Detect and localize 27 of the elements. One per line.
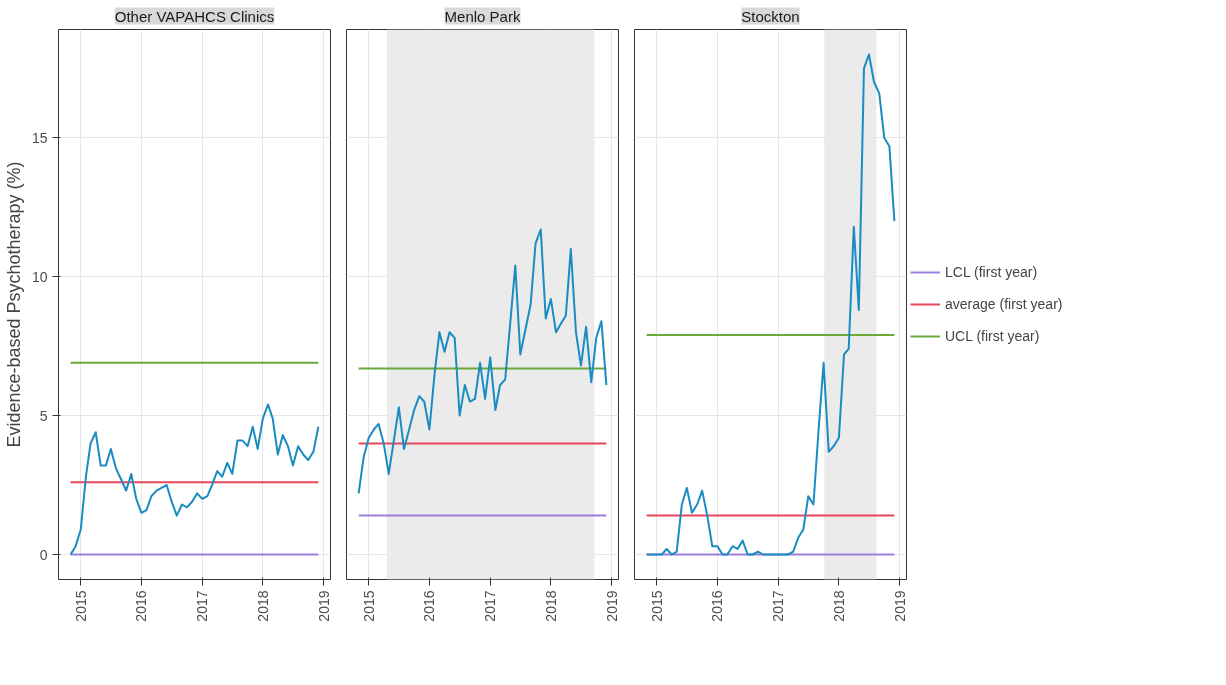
y-axis-title: Evidence-based Psychotherapy (%) (3, 161, 24, 448)
x-tick-label: 2015 (648, 590, 665, 622)
y-tick-label: 5 (39, 407, 48, 424)
x-tick-label: 2016 (133, 590, 150, 622)
y-tick-label: 15 (31, 129, 48, 146)
x-tick-label: 2017 (194, 590, 211, 622)
y-tick-label: 0 (39, 546, 48, 563)
x-tick-label: 2016 (421, 590, 438, 622)
x-tick-label: 2019 (603, 590, 620, 622)
x-tick-label: 2018 (254, 590, 271, 622)
x-tick-label: 2019 (891, 590, 908, 622)
x-tick-label: 2018 (542, 590, 559, 622)
legend-label: average (first year) (945, 296, 1063, 312)
x-tick-label: 2016 (709, 590, 726, 622)
x-tick-label: 2019 (315, 590, 332, 622)
x-tick-label: 2017 (770, 590, 787, 622)
x-tick-label: 2015 (360, 590, 377, 622)
chart-title: Menlo Park (444, 7, 521, 25)
y-tick-label: 10 (31, 268, 48, 285)
chart-title: Other VAPAHCS Clinics (114, 7, 275, 25)
x-tick-label: 2018 (830, 590, 847, 622)
legend-label: LCL (first year) (945, 264, 1038, 280)
x-tick-label: 2015 (72, 590, 89, 622)
x-tick-label: 2017 (482, 590, 499, 622)
chart-title: Stockton (741, 7, 800, 25)
line-series (69, 403, 320, 556)
legend-label: UCL (first year) (945, 328, 1040, 344)
